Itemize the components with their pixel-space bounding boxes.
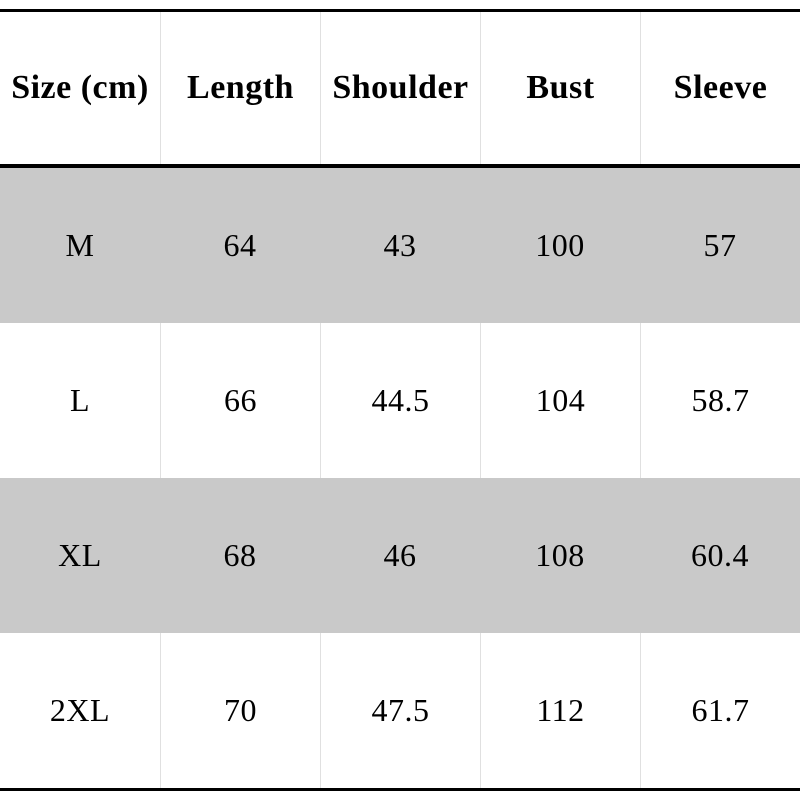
cell-2xl-length: 70	[160, 633, 320, 788]
cell-xl-bust: 108	[535, 537, 585, 573]
column-header-length: Length	[160, 12, 320, 164]
cell-xl-size: XL	[58, 537, 102, 573]
column-header-sleeve: Sleeve	[640, 12, 800, 164]
table-row-2xl: 2XL 70 47.5 112 61.7	[0, 633, 800, 788]
table-row-m: M 64 43 100 57	[0, 168, 800, 323]
cell-l-bust: 104	[480, 323, 640, 478]
cell-l-sleeve: 58.7	[640, 323, 800, 478]
cell-xl-length: 68	[223, 537, 257, 573]
size-chart-table: Size (cm) Length Shoulder Bust Sleeve M …	[0, 9, 800, 791]
cell-2xl-sleeve: 61.7	[640, 633, 800, 788]
cell-xl-shoulder: 46	[383, 537, 417, 573]
cell-l-length: 66	[160, 323, 320, 478]
cell-xl-sleeve: 60.4	[691, 537, 749, 573]
cell-2xl-bust: 112	[480, 633, 640, 788]
cell-2xl-size: 2XL	[49, 692, 111, 728]
cell-m-sleeve: 57	[703, 227, 737, 263]
cell-2xl-shoulder: 47.5	[320, 633, 480, 788]
cell-l-shoulder: 44.5	[320, 323, 480, 478]
table-row-xl: XL 68 46 108 60.4	[0, 478, 800, 633]
column-header-size: Size (cm)	[11, 69, 149, 106]
header-row: Size (cm) Length Shoulder Bust Sleeve	[0, 12, 800, 168]
cell-m-bust: 100	[535, 227, 585, 263]
cell-m-length: 64	[223, 227, 257, 263]
cell-m-shoulder: 43	[383, 227, 417, 263]
column-header-bust: Bust	[480, 12, 640, 164]
cell-m-size: M	[65, 227, 95, 263]
table-row-l: L 66 44.5 104 58.7	[0, 323, 800, 478]
cell-l-size: L	[69, 382, 91, 418]
column-header-shoulder: Shoulder	[320, 12, 480, 164]
